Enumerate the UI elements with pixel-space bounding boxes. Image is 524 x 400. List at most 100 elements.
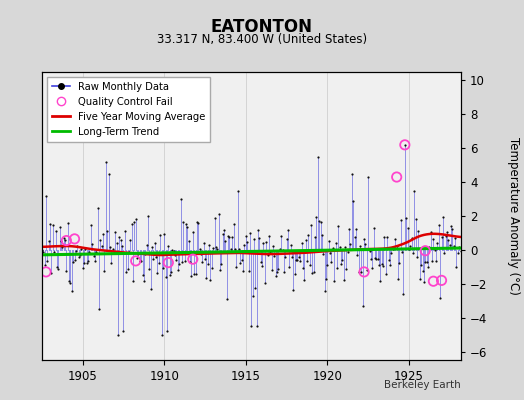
Point [287,241,295,248]
Point [416,276,424,282]
Point [108,246,117,252]
Point [315,218,323,224]
Point [333,264,341,271]
Point [391,236,399,242]
Point [111,229,119,236]
Point [450,243,458,250]
Point [307,222,315,229]
Point [179,219,188,225]
Point [269,243,277,249]
Point [115,234,124,240]
Point [88,241,96,247]
Point [220,227,228,233]
Point [127,220,136,227]
Point [372,256,380,262]
Point [157,331,166,338]
Point [125,249,133,255]
Point [349,198,357,204]
Point [318,232,326,238]
Point [379,263,387,270]
Point [420,279,428,285]
Point [305,262,314,269]
Point [70,236,79,242]
Point [356,242,364,249]
Point [438,277,446,284]
Point [54,266,62,272]
Point [258,263,266,270]
Point [375,262,383,268]
Point [428,258,436,264]
Point [225,234,234,241]
Point [357,268,366,275]
Point [74,254,83,260]
Point [110,249,118,256]
Point [330,278,339,284]
Point [141,250,149,257]
Point [209,244,217,251]
Point [292,257,300,264]
Point [284,227,292,233]
Point [194,220,202,226]
Point [352,226,360,232]
Point [371,255,379,261]
Point [170,248,178,254]
Point [344,249,352,255]
Point [42,193,50,200]
Point [334,223,342,230]
Point [296,258,304,264]
Point [411,216,420,223]
Point [95,305,103,312]
Point [195,246,204,252]
Point [228,234,236,241]
Point [434,222,443,228]
Point [301,237,310,244]
Point [340,277,348,283]
Point [231,246,239,252]
Point [461,240,469,246]
Point [421,258,430,265]
Point [234,187,242,194]
Point [443,228,451,235]
Point [351,234,359,240]
Point [401,142,409,148]
Point [134,250,143,257]
Point [326,250,334,257]
Point [136,257,144,264]
Point [323,262,332,268]
Point [342,266,351,272]
Point [365,248,374,255]
Point [198,259,206,266]
Point [294,254,303,260]
Point [106,244,114,250]
Point [223,296,231,302]
Point [85,249,94,255]
Point [321,287,329,294]
Point [250,236,258,242]
Point [281,254,289,260]
Point [29,238,38,244]
Point [386,262,394,268]
Point [182,221,190,228]
Point [62,268,71,274]
Point [299,264,307,271]
Point [187,272,195,279]
Point [399,290,408,297]
Point [363,267,371,273]
Point [214,211,223,217]
Point [32,242,41,248]
Point [341,244,349,250]
Point [402,215,410,222]
Point [347,170,356,177]
Point [126,237,135,244]
Point [462,233,470,239]
Point [244,268,253,274]
Point [276,246,284,252]
Point [417,261,425,268]
Point [319,251,328,257]
Point [429,235,438,242]
Point [273,268,281,275]
Point [177,196,185,202]
Point [374,256,382,262]
Point [345,226,353,232]
Point [360,236,368,242]
